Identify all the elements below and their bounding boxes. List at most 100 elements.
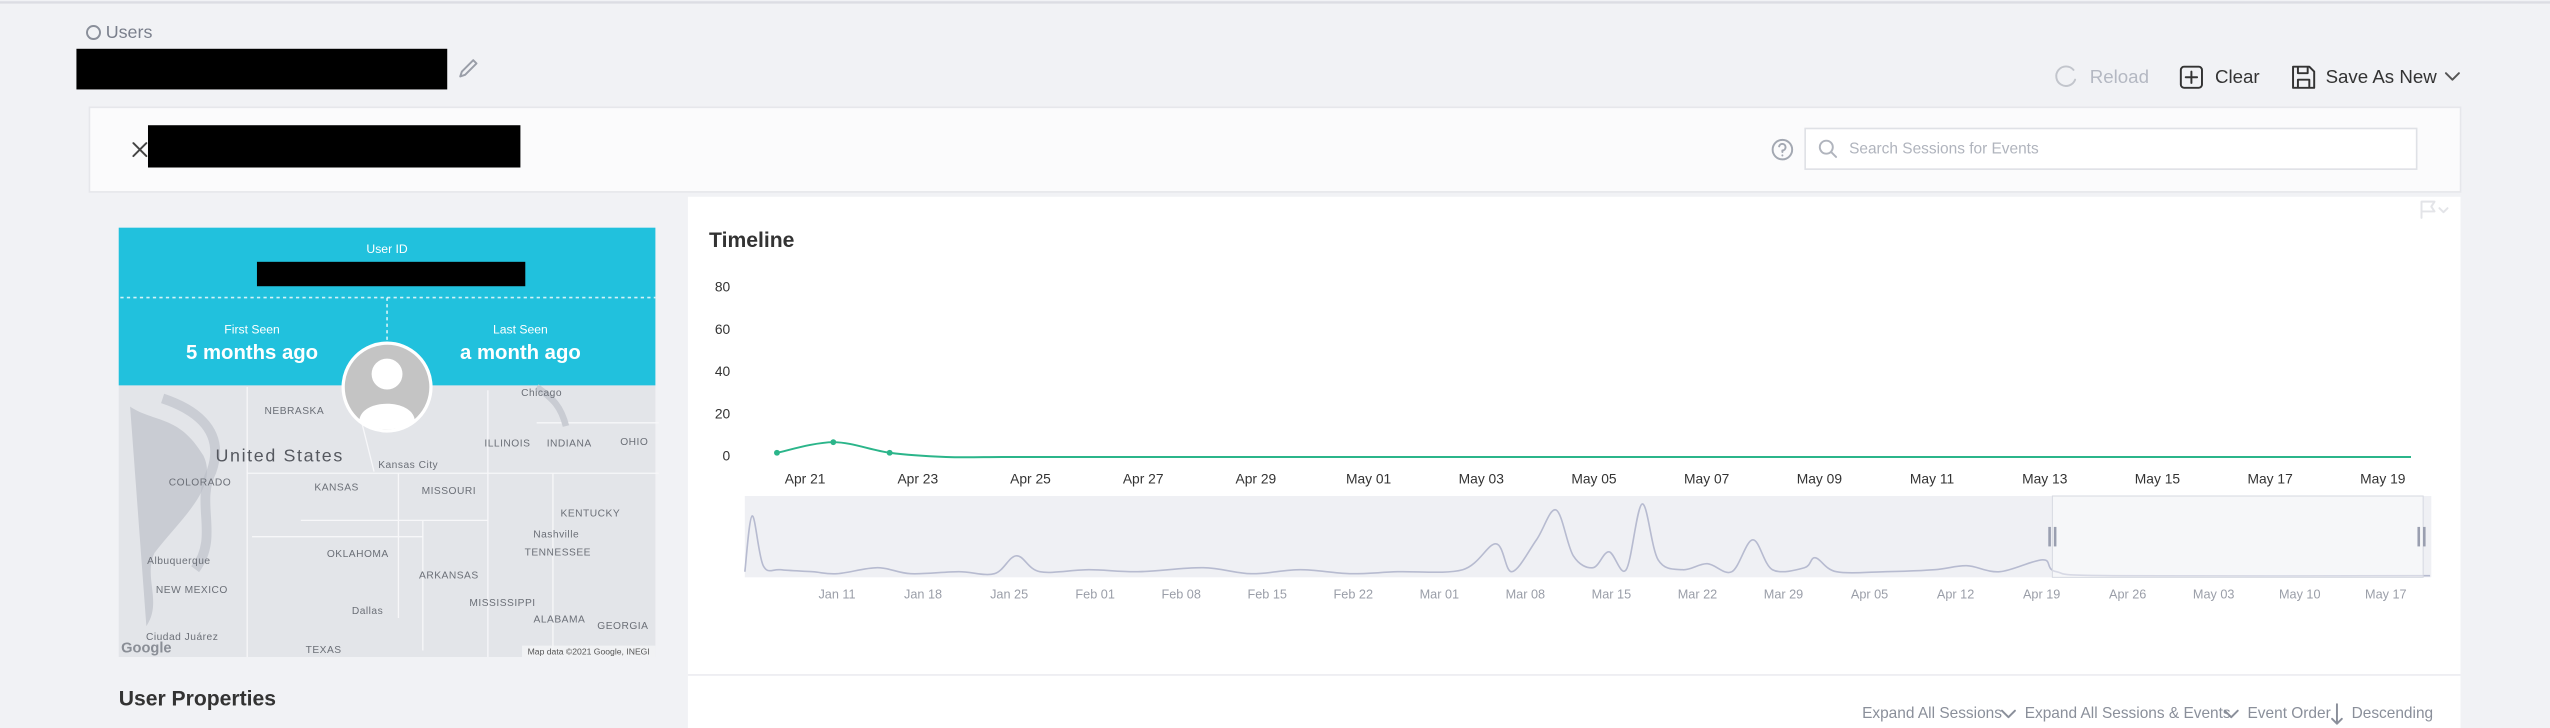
timeline-title: Timeline bbox=[709, 229, 795, 252]
reload-button[interactable]: Reload bbox=[2090, 66, 2149, 87]
x-tick-label: Apr 12 bbox=[1937, 588, 1974, 602]
map-terrain bbox=[130, 406, 208, 627]
x-tick-label: Jan 11 bbox=[818, 588, 855, 602]
map-label: NEW MEXICO bbox=[156, 585, 228, 596]
x-tick-label: Mar 01 bbox=[1420, 588, 1459, 602]
x-tick-label: Apr 05 bbox=[1851, 588, 1888, 602]
flag-icon[interactable] bbox=[2420, 200, 2436, 219]
map-label: OHIO bbox=[620, 437, 648, 448]
y-tick-label: 60 bbox=[715, 321, 731, 337]
chevron bbox=[2223, 709, 2239, 719]
timeline-point bbox=[830, 439, 837, 446]
search-box[interactable] bbox=[1804, 127, 2418, 170]
x-tick-label: Mar 08 bbox=[1506, 588, 1545, 602]
map-label: NEBRASKA bbox=[265, 406, 325, 417]
timeline-point bbox=[774, 449, 780, 456]
clear-button[interactable]: Clear bbox=[2215, 66, 2260, 87]
edit-icon[interactable] bbox=[459, 59, 478, 78]
x-tick-label: Mar 29 bbox=[1764, 588, 1803, 602]
clear-icon-plus bbox=[2184, 70, 2199, 84]
avatar-body bbox=[359, 403, 415, 430]
timeline-chart: 0 20 40 60 80 Apr 21 Apr 23 Apr 25 Apr 27 Apr 29 M… bbox=[715, 279, 2412, 486]
y-tick-label: 0 bbox=[723, 448, 731, 464]
help-icon[interactable] bbox=[1771, 138, 1794, 161]
close-icon[interactable] bbox=[132, 142, 148, 158]
map-logo: Google bbox=[121, 641, 171, 657]
map-label: KANSAS bbox=[314, 483, 358, 494]
map-label: TEXAS bbox=[306, 645, 342, 656]
x-tick-label: May 09 bbox=[1797, 470, 1843, 486]
map-label: Chicago bbox=[521, 388, 562, 399]
map-label: OKLAHOMA bbox=[327, 549, 389, 560]
order-toggle[interactable]: Descending bbox=[2352, 705, 2434, 722]
map-label: INDIANA bbox=[547, 439, 592, 450]
map-label: TENNESSEE bbox=[525, 548, 591, 559]
map-lake bbox=[534, 384, 570, 427]
y-tick-label: 80 bbox=[715, 279, 731, 295]
map-attribution-bg bbox=[522, 645, 656, 658]
x-tick-label: Apr 26 bbox=[2109, 588, 2146, 602]
x-tick-label: Apr 21 bbox=[785, 470, 826, 486]
map-label: MISSISSIPPI bbox=[469, 598, 535, 609]
x-tick-label: Mar 22 bbox=[1678, 588, 1717, 602]
first-seen: 5 months ago bbox=[186, 342, 318, 364]
flag-chevron[interactable] bbox=[2438, 207, 2449, 214]
search-icon-handle bbox=[1830, 151, 1838, 158]
expand-sessions[interactable]: Expand All Sessions bbox=[1862, 705, 2002, 722]
x-tick-label: Apr 19 bbox=[2023, 588, 2060, 602]
x-tick-label: Jan 25 bbox=[990, 588, 1028, 602]
timeline-line bbox=[776, 441, 2412, 459]
x-tick-label: May 11 bbox=[1910, 470, 1954, 486]
x-tick-label: Apr 29 bbox=[1236, 470, 1277, 486]
x-tick-label: Apr 25 bbox=[1010, 470, 1051, 486]
clear-icon bbox=[2179, 65, 2203, 89]
x-tick-label: May 17 bbox=[2365, 588, 2407, 602]
x-tick-label: May 17 bbox=[2247, 470, 2292, 486]
brush-handle bbox=[2422, 526, 2426, 547]
map-label: COLORADO bbox=[169, 478, 231, 489]
x-tick-label: May 07 bbox=[1684, 470, 1729, 486]
timeline-panel bbox=[687, 196, 2461, 728]
overview-chart: Jan 11 Jan 18 Jan 25 Feb 01 Feb 08 Feb 15 Feb … bbox=[744, 495, 2431, 602]
x-tick-label: May 19 bbox=[2360, 470, 2406, 486]
last-seen-label: Last Seen bbox=[493, 322, 548, 336]
chevron bbox=[2000, 709, 2016, 719]
x-tick-label: May 05 bbox=[1571, 470, 1617, 486]
map-label: GEORGIA bbox=[597, 621, 648, 632]
redacted-user-id bbox=[256, 261, 526, 287]
x-tick-label: Feb 08 bbox=[1161, 588, 1200, 602]
x-tick-label: Jan 18 bbox=[904, 588, 942, 602]
map-terrain bbox=[161, 393, 220, 573]
redacted-user bbox=[147, 125, 521, 168]
x-tick-label: May 13 bbox=[2022, 470, 2068, 486]
brush-handle bbox=[2053, 526, 2057, 547]
map-label: Nashville bbox=[533, 530, 579, 541]
help-icon-mark bbox=[1778, 142, 1787, 157]
x-tick-label: Feb 01 bbox=[1075, 588, 1114, 602]
map-label: ALABAMA bbox=[534, 614, 586, 625]
map-label: United States bbox=[215, 446, 343, 466]
avatar-head bbox=[371, 358, 403, 390]
x-tick-label: May 01 bbox=[1346, 470, 1391, 486]
save-as-new-button[interactable]: Save As New bbox=[2326, 66, 2438, 87]
map-label: ARKANSAS bbox=[419, 570, 479, 581]
map-label: Dallas bbox=[352, 606, 383, 617]
breadcrumb[interactable]: Users bbox=[106, 22, 153, 42]
map-label: Kansas City bbox=[378, 460, 438, 471]
map: NEBRASKA United States ILLINOIS INDIANA OHIO… bbox=[118, 384, 659, 658]
expand-events[interactable]: Expand All Sessions & Events bbox=[2025, 705, 2231, 722]
x-tick-label: May 10 bbox=[2279, 588, 2321, 602]
y-tick-label: 20 bbox=[715, 405, 731, 421]
save-dropdown-chevron[interactable] bbox=[2444, 72, 2460, 81]
map-label: KENTUCKY bbox=[561, 509, 621, 520]
search-placeholder: Search Sessions for Events bbox=[1849, 141, 2039, 158]
map-label: Albuquerque bbox=[147, 556, 210, 567]
map-label: Ciudad Juárez bbox=[146, 632, 218, 643]
redacted-name bbox=[76, 48, 448, 90]
users-icon bbox=[86, 25, 101, 41]
x-tick-label: May 03 bbox=[1459, 470, 1505, 486]
overview-selection bbox=[2051, 495, 2424, 578]
x-tick-label: Apr 27 bbox=[1123, 470, 1164, 486]
